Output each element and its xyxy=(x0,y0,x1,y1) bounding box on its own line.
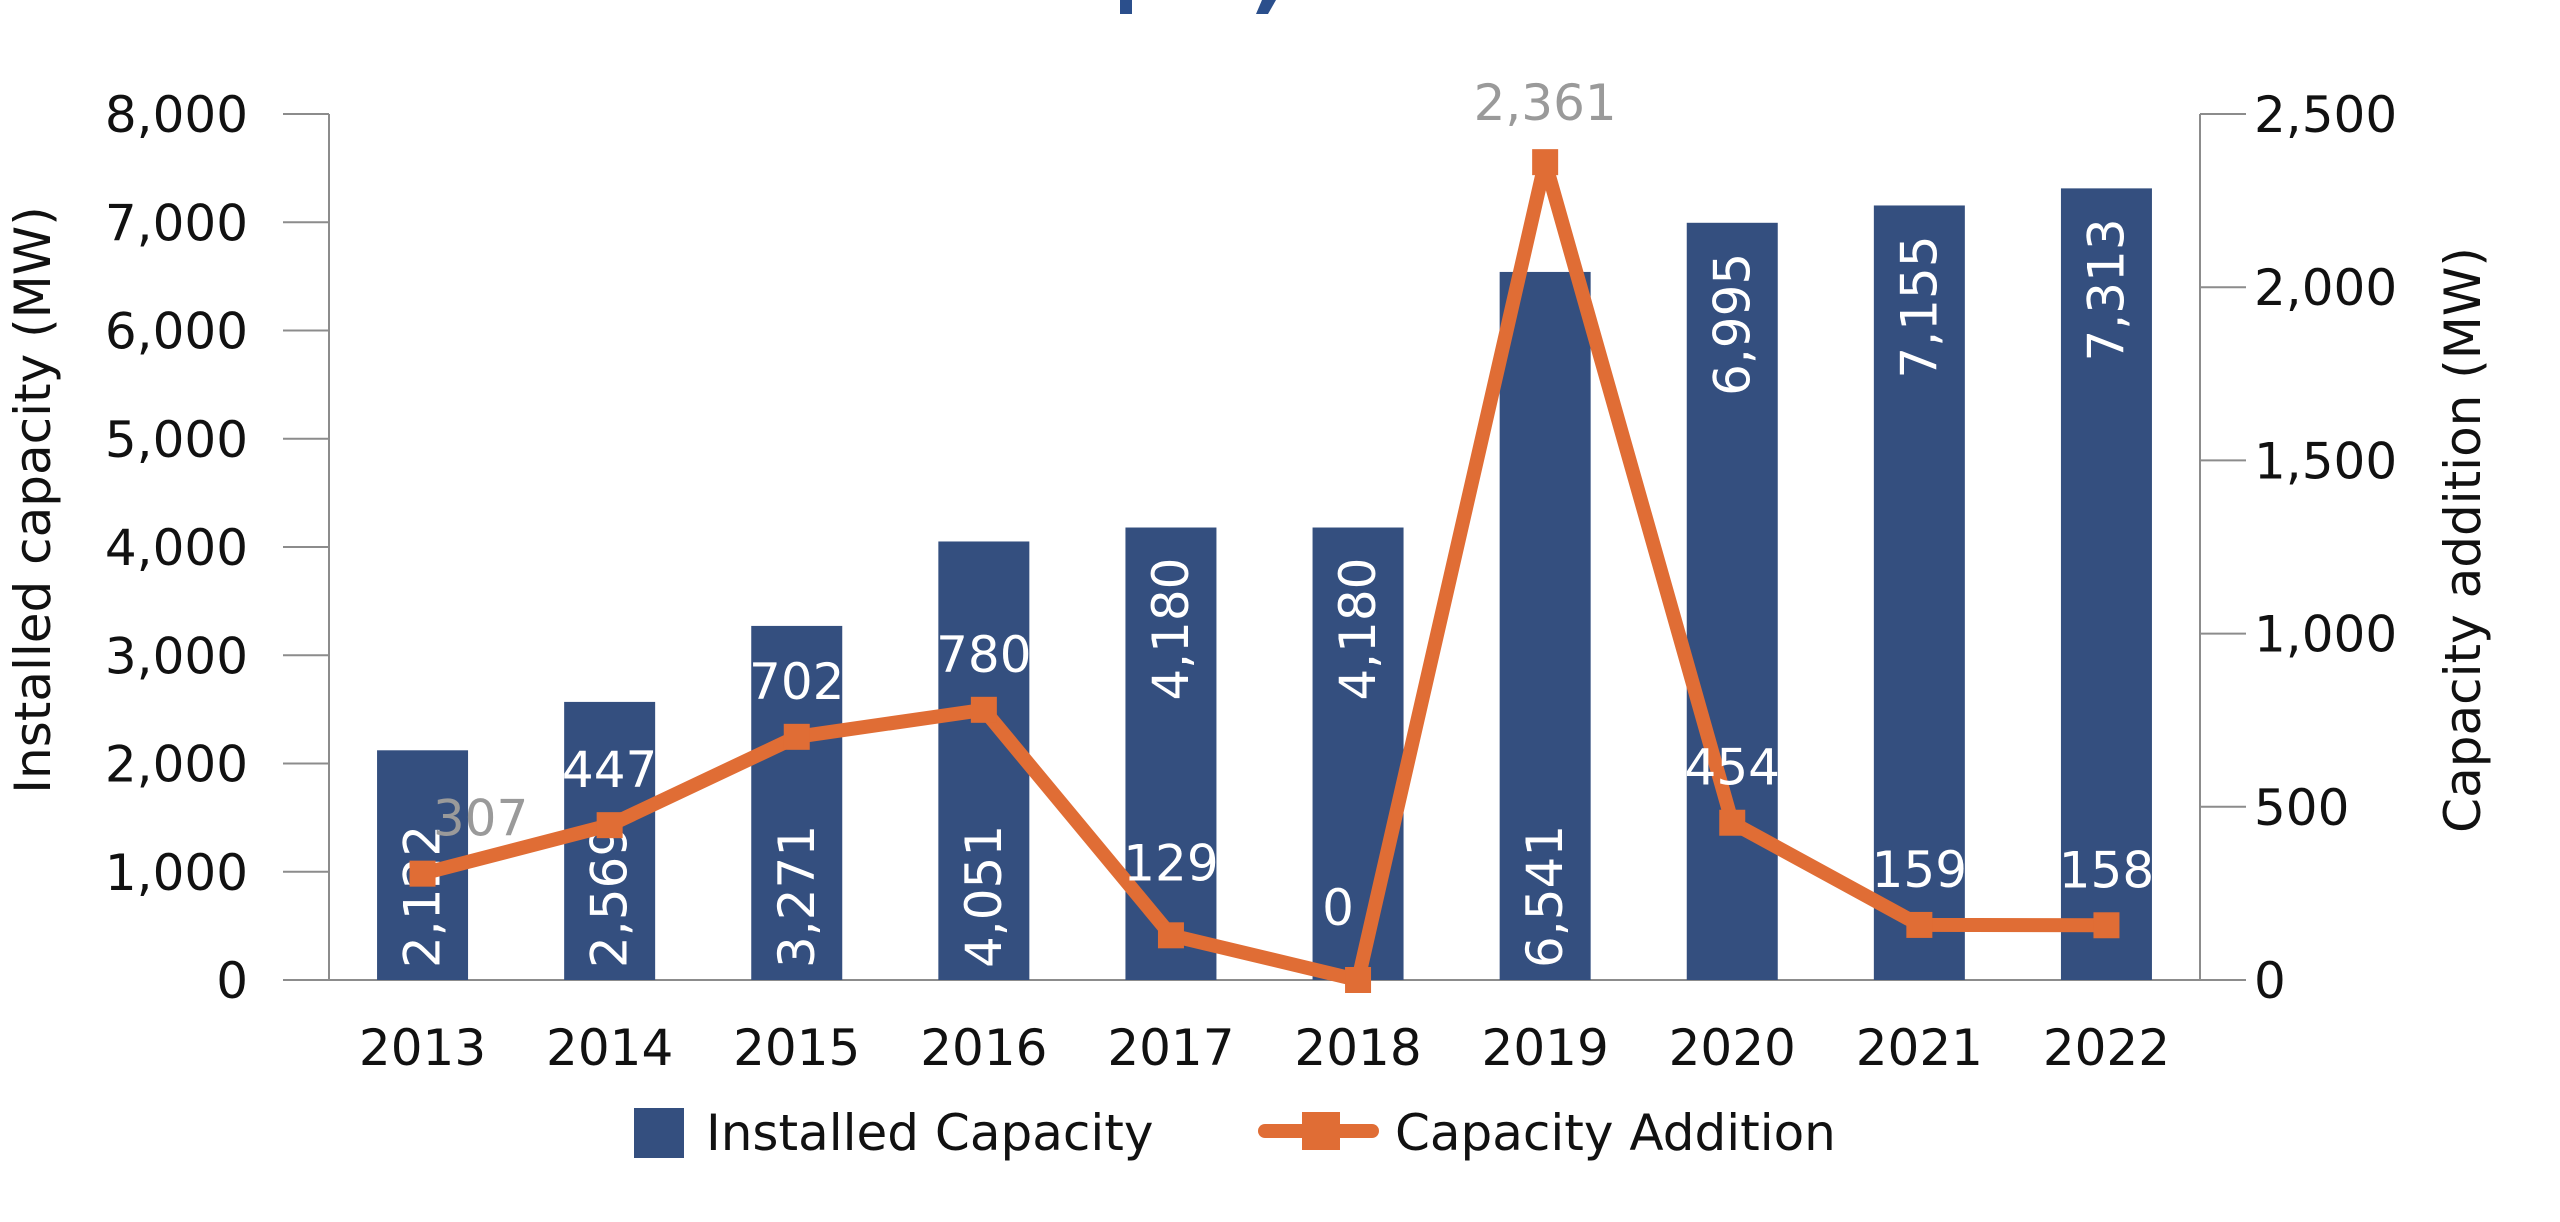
line-label-2020: 454 xyxy=(1685,739,1780,797)
bar-label-2016: 4,051 xyxy=(955,825,1013,968)
y-axis-left-tick-label: 0 xyxy=(216,952,248,1010)
y-axis-left-tick-label: 8,000 xyxy=(105,86,248,144)
y-axis-left-tick-label: 6,000 xyxy=(105,303,248,361)
bar-label-2017: 4,180 xyxy=(1142,558,1200,701)
y-axis-right-tick-label: 2,000 xyxy=(2254,259,2397,317)
x-axis-label-2014: 2014 xyxy=(546,1019,673,1077)
capacity-addition-line xyxy=(420,160,2107,989)
legend-label-installed-capacity: Installed Capacity xyxy=(706,1104,1153,1162)
y-axis-right-tick-label: 1,000 xyxy=(2254,606,2397,664)
legend-swatch-installed-capacity xyxy=(634,1108,684,1158)
bar-data-labels: 2,122 2,569 3,271 4,051 4,180 4,180 6,541 6,995… xyxy=(394,218,2136,968)
bar-2014 xyxy=(564,701,656,980)
bar-label-2015: 3,271 xyxy=(768,825,826,968)
line-data-labels: 307 447 702 780 129 0 2,361 454 159 158 xyxy=(433,74,2154,937)
marker-2013 xyxy=(409,860,436,887)
title-descender-p xyxy=(1120,0,1132,14)
marker-2022 xyxy=(2093,912,2120,939)
bar-2022 xyxy=(2060,188,2152,981)
y-axis-right-tick-label: 500 xyxy=(2254,779,2349,837)
line-series xyxy=(409,149,2120,993)
bar-label-2019: 6,541 xyxy=(1516,825,1574,968)
y-axis-right-tick-label: 0 xyxy=(2254,952,2286,1010)
bar-2015 xyxy=(751,625,843,980)
line-label-2013: 307 xyxy=(433,790,528,848)
bar-2018 xyxy=(1312,527,1404,980)
bar-label-2018: 4,180 xyxy=(1329,558,1387,701)
marker-2018 xyxy=(1345,967,1372,993)
x-axis-label-2013: 2013 xyxy=(359,1019,486,1077)
y-axis-left-title: Installed capacity (MW) xyxy=(4,206,62,793)
x-axis-label-2018: 2018 xyxy=(1294,1019,1421,1077)
bar-label-2013: 2,122 xyxy=(394,825,452,968)
bar-2019 xyxy=(1499,271,1591,980)
marker-2016 xyxy=(970,696,997,723)
bar-label-2014: 2,569 xyxy=(581,825,639,968)
bar-2020 xyxy=(1686,222,1778,980)
legend: Installed Capacity Capacity Addition xyxy=(634,1104,1836,1162)
bar-series xyxy=(377,188,2152,981)
x-axis-label-2017: 2017 xyxy=(1107,1019,1234,1077)
x-axis-label-2019: 2019 xyxy=(1482,1019,1609,1077)
line-label-2021: 159 xyxy=(1872,841,1967,899)
line-label-2019: 2,361 xyxy=(1474,74,1617,132)
x-axis-label-2020: 2020 xyxy=(1669,1019,1796,1077)
axes: 0 1,000 2,000 3,000 4,000 5,000 6,000 7,000 8,00… xyxy=(105,86,2397,1010)
bar-2016 xyxy=(938,541,1030,980)
marker-2015 xyxy=(783,723,810,750)
bar-2021 xyxy=(1873,205,1965,980)
bar-label-2022: 7,313 xyxy=(2077,218,2135,361)
chart-title-fragment xyxy=(1120,0,1276,14)
bar-label-2021: 7,155 xyxy=(1890,235,1948,378)
line-label-2016: 780 xyxy=(936,626,1031,684)
marker-2014 xyxy=(596,812,623,839)
y-axis-left-tick-label: 4,000 xyxy=(105,519,248,577)
y-axis-left-tick-label: 3,000 xyxy=(105,627,248,685)
x-axis-label-2016: 2016 xyxy=(920,1019,1047,1077)
marker-2019 xyxy=(1532,149,1559,176)
line-label-2017: 129 xyxy=(1123,834,1218,892)
x-axis-label-2015: 2015 xyxy=(733,1019,860,1077)
x-axis-labels: 2013 2014 2015 2016 2017 2018 2019 2020 2021 2022 xyxy=(359,1019,2170,1077)
y-axis-left-tick-label: 1,000 xyxy=(105,844,248,902)
line-label-2015: 702 xyxy=(749,653,844,711)
x-axis-label-2022: 2022 xyxy=(2043,1019,2170,1077)
bar-label-2020: 6,995 xyxy=(1703,253,1761,396)
marker-2021 xyxy=(1906,911,1933,938)
y-axis-right-title: Capacity addition (MW) xyxy=(2434,247,2492,833)
line-label-2022: 158 xyxy=(2059,841,2154,899)
y-axis-left-tick-label: 2,000 xyxy=(105,736,248,794)
y-axis-left-tick-label: 7,000 xyxy=(105,194,248,252)
line-label-2014: 447 xyxy=(562,741,657,799)
y-axis-left-tick-label: 5,000 xyxy=(105,411,248,469)
marker-2017 xyxy=(1157,922,1184,949)
title-descender-y xyxy=(1256,0,1276,14)
y-axis-right-tick-label: 2,500 xyxy=(2254,86,2397,144)
marker-2020 xyxy=(1719,809,1746,836)
legend-label-capacity-addition: Capacity Addition xyxy=(1395,1104,1836,1162)
y-axis-right-tick-label: 1,500 xyxy=(2254,432,2397,490)
x-axis-label-2021: 2021 xyxy=(1856,1019,1983,1077)
legend-swatch-capacity-addition-marker xyxy=(1302,1112,1340,1150)
line-label-2018: 0 xyxy=(1322,879,1354,937)
